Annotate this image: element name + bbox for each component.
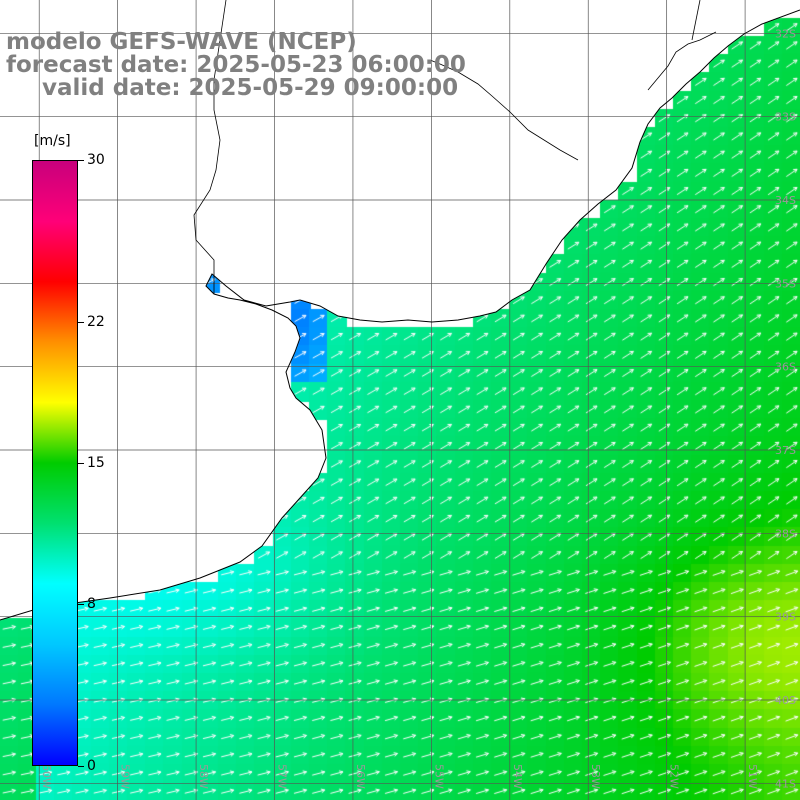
country-border [691,0,701,41]
latitude-label: 40S [775,694,796,707]
longitude-label: 55W [432,764,445,789]
colorbar-tick-label: 15 [87,455,105,471]
latitude-label: 41S [775,777,796,790]
latitude-label: 35S [775,277,796,290]
colorbar-tick-mark [78,463,84,464]
valid-date: valid date: 2025-05-29 09:00:00 [42,75,459,101]
colorbar-tick-mark [78,604,84,605]
latitude-label: 37S [775,444,796,457]
latitude-label: 32S [775,27,796,40]
colorbar [32,160,78,766]
longitude-label: 60W [40,764,53,789]
country-border [193,0,227,294]
colorbar-tick-mark [78,322,84,323]
colorbar-tick-label: 22 [87,313,105,330]
country-border [429,59,579,161]
colorbar-unit: [m/s] [34,133,71,149]
latitude-label: 33S [775,111,796,124]
latitude-label: 36S [775,361,796,374]
latitude-label: 39S [775,611,796,624]
longitude-label: 52W [668,764,681,789]
longitude-label: 57W [276,764,289,789]
colorbar-tick-mark [78,160,84,161]
colorbar-tick-mark [78,766,84,767]
colorbar-tick-label: 8 [87,596,96,613]
coastline [0,9,800,621]
colorbar-tick-label: 30 [87,152,105,168]
longitude-label: 51W [746,764,759,789]
longitude-label: 59W [119,764,132,789]
longitude-label: 58W [197,764,210,789]
longitude-label: 54W [511,764,524,789]
colorbar-tick-label: 0 [87,758,96,774]
latitude-label: 34S [775,194,796,207]
model-title: modelo GEFS-WAVE (NCEP) [6,29,357,55]
longitude-label: 56W [354,764,367,789]
longitude-label: 53W [589,764,602,789]
forecast-date: forecast date: 2025-05-23 06:00:00 [6,52,466,78]
lagoon-outline [647,31,717,91]
latitude-label: 38S [775,527,796,540]
